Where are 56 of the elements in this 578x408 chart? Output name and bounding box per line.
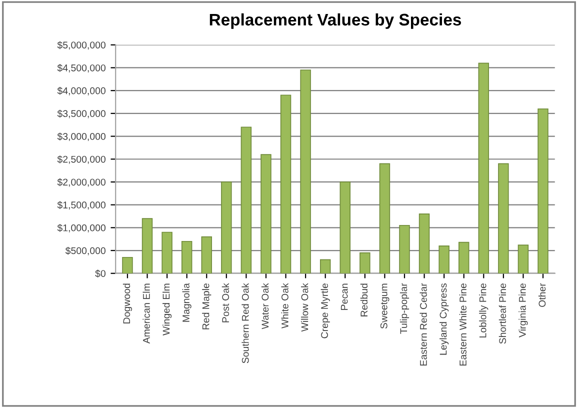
x-tick-label: Loblolly Pine: [479, 284, 488, 338]
y-tick-label: $2,000,000: [57, 178, 106, 187]
bar: [418, 214, 430, 274]
bar: [260, 154, 272, 274]
bar: [340, 182, 350, 274]
y-tick-label: $4,500,000: [57, 64, 106, 72]
x-tick-label: Redbud: [360, 284, 368, 316]
x-tick-label: Other: [538, 283, 546, 307]
y-tick-label: $500,000: [65, 246, 106, 256]
y-tick-label: $2,500,000: [57, 155, 106, 164]
x-tick-label: American Elm: [142, 284, 150, 344]
x-tick-label: Eastern Red Cedar: [420, 283, 427, 366]
x-tick-label: Leyland Cypress: [440, 283, 449, 355]
x-tick-label: Eastern White Pine: [459, 284, 466, 366]
bar: [122, 256, 133, 274]
chart-title: Replacement Values by Species: [210, 13, 462, 29]
y-tick-label: $1,000,000: [57, 224, 106, 232]
x-tick-label: Crepe Myrtle: [320, 284, 330, 338]
bar: [478, 62, 490, 274]
bar: [142, 218, 153, 274]
bar: [538, 108, 548, 274]
bar: [458, 242, 470, 274]
x-tick-label: White Oak: [281, 283, 288, 328]
x-tick-label: Virginia Pine: [518, 284, 528, 338]
bar: [518, 244, 529, 274]
y-tick-label: $3,500,000: [57, 110, 106, 118]
x-tick-label: Pecan: [340, 284, 348, 310]
x-tick-label: Winged Elm: [162, 284, 172, 336]
y-tick-label: $4,000,000: [57, 86, 106, 96]
x-tick-label: Water Oak: [261, 283, 269, 330]
bar: [240, 126, 252, 274]
bar: [498, 163, 509, 274]
x-tick-label: Magnolia: [182, 283, 192, 322]
x-tick-label: Southern Red Oak: [242, 283, 249, 364]
x-tick-label: Dogwood: [122, 284, 132, 324]
bar: [280, 94, 292, 274]
bar: [201, 236, 212, 274]
bar: [379, 163, 390, 274]
bar: [360, 252, 370, 274]
x-tick-label: Sweetgum: [380, 284, 390, 329]
x-tick-label: Red Maple: [202, 284, 212, 330]
bar: [221, 182, 232, 274]
y-tick-label: $5,000,000: [57, 41, 106, 50]
y-tick-label: $1,500,000: [57, 201, 106, 210]
x-tick-label: Tulip-poplar: [400, 283, 410, 334]
x-tick-label: Willow Oak: [301, 283, 308, 332]
y-tick-label: $3,000,000: [57, 132, 106, 142]
bar: [320, 259, 331, 274]
bar: [181, 240, 192, 274]
bar: [300, 70, 311, 274]
bar: [162, 232, 172, 274]
y-tick-label: $0: [95, 270, 106, 278]
x-tick-label: Post Oak: [222, 283, 230, 322]
x-tick-label: Shortleaf Pine: [498, 284, 506, 344]
bar: [438, 246, 450, 274]
bar: [399, 224, 410, 274]
